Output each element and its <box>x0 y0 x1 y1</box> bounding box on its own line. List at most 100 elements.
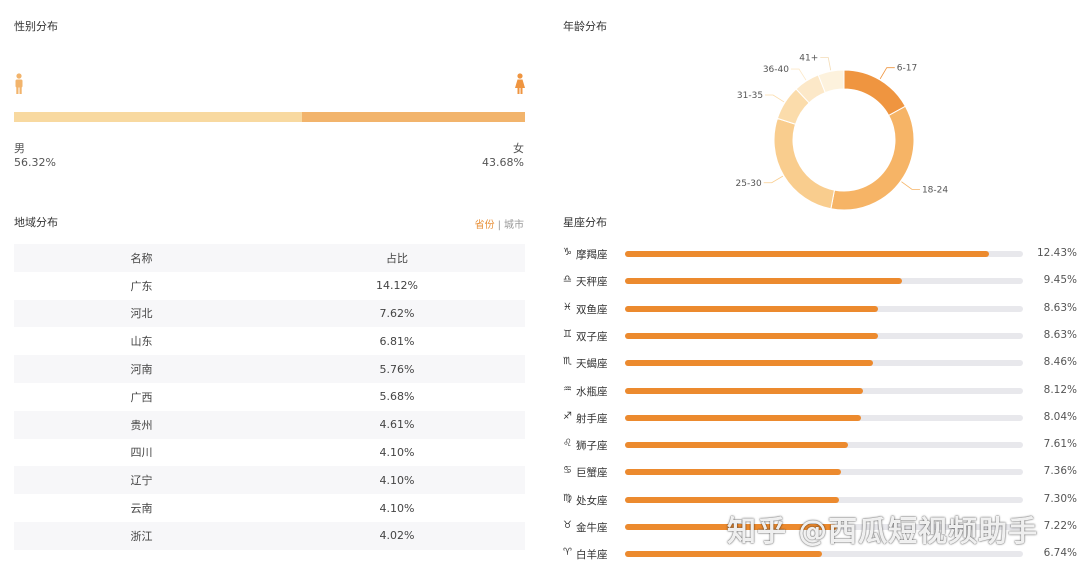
zodiac-sign-icon: ♑ <box>563 247 572 258</box>
province-name: 山东 <box>130 335 153 349</box>
age-donut-chart: 6-17 18-24 25-30 31-35 36-40 41+ <box>736 53 948 211</box>
age-slice-41+[interactable] <box>817 69 845 94</box>
zodiac-bar[interactable] <box>625 551 823 558</box>
table-row: 广西 5.68% <box>14 383 525 411</box>
zodiac-bar-track <box>625 414 1023 421</box>
zodiac-value-label: 9.45% <box>1043 274 1077 287</box>
province-name: 贵州 <box>130 418 153 432</box>
zodiac-bar[interactable] <box>625 496 839 503</box>
zodiac-row: ♐ 射手座 8.04% <box>563 408 1078 428</box>
zodiac-value-label: 7.22% <box>1043 520 1077 532</box>
zodiac-sign-icon: ♌ <box>563 438 572 450</box>
zodiac-sign-icon: ♐ <box>563 410 572 422</box>
province-name: 辽宁 <box>130 474 153 488</box>
age-leader-line <box>879 67 895 80</box>
zodiac-name: 双鱼座 <box>576 303 608 316</box>
female-share-bar <box>301 112 525 122</box>
gender-title: 性别分布 <box>14 20 58 33</box>
tab-province[interactable]: 省份 <box>474 220 495 231</box>
male-share-bar <box>14 112 302 122</box>
age-slice-18-24[interactable] <box>830 105 915 211</box>
age-leader-line <box>790 68 807 81</box>
age-slice-25-30[interactable] <box>773 117 836 210</box>
zodiac-value-label: 6.74% <box>1043 547 1077 560</box>
zodiac-bar-track <box>625 442 1023 449</box>
zodiac-bar[interactable] <box>625 360 873 367</box>
zodiac-name: 水瓶座 <box>576 385 608 398</box>
tab-separator: | <box>497 220 501 231</box>
male-label: 男 <box>14 142 25 155</box>
province-share: 5.76% <box>379 362 415 376</box>
zodiac-bar-track <box>625 305 1023 312</box>
zodiac-name: 金牛座 <box>576 522 608 534</box>
zodiac-value-label: 8.46% <box>1043 356 1077 369</box>
zodiac-bar[interactable] <box>625 469 841 476</box>
zodiac-bar-track <box>625 496 1023 503</box>
zodiac-value-label: 8.63% <box>1043 328 1077 341</box>
male-percent: 56.32% <box>14 156 56 169</box>
zodiac-bar[interactable] <box>625 442 848 449</box>
age-leader-line <box>820 57 832 71</box>
zodiac-sign-icon: ♏ <box>563 356 572 368</box>
age-label-6-17: 6-17 <box>897 64 917 74</box>
province-name: 河北 <box>130 307 153 321</box>
zodiac-bar[interactable] <box>625 332 878 339</box>
province-share: 6.81% <box>379 334 415 348</box>
zodiac-value-label: 8.12% <box>1043 383 1077 396</box>
table-row: 四川 4.10% <box>14 439 525 467</box>
zodiac-row: ♋ 巨蟹座 7.36% <box>563 462 1078 482</box>
age-slice-6-17[interactable] <box>843 69 907 117</box>
zodiac-sign-icon: ♋ <box>563 465 572 477</box>
table-row: 云南 4.10% <box>14 494 525 522</box>
zodiac-value-label: 12.43% <box>1036 247 1077 259</box>
zodiac-bar[interactable] <box>625 251 990 257</box>
zodiac-sign-icon: ♎ <box>563 274 572 286</box>
zodiac-row: ♉ 金牛座 7.22% <box>563 517 1078 537</box>
table-row: 河北 7.62% <box>14 299 525 328</box>
age-leader-line <box>763 175 784 184</box>
zodiac-name: 摩羯座 <box>576 249 608 261</box>
zodiac-bar[interactable] <box>625 524 837 530</box>
female-label: 女 <box>513 142 524 155</box>
table-row: 浙江 4.02% <box>14 521 525 550</box>
zodiac-bar-track <box>625 332 1023 339</box>
province-name: 浙江 <box>130 529 153 543</box>
province-name: 广西 <box>130 390 153 404</box>
zodiac-bar[interactable] <box>625 414 861 421</box>
zodiac-bar[interactable] <box>625 387 863 394</box>
age-leader-line <box>765 94 785 103</box>
zodiac-name: 双子座 <box>576 330 608 343</box>
zodiac-value-label: 7.36% <box>1043 465 1077 478</box>
province-share: 4.10% <box>379 473 415 487</box>
zodiac-bar[interactable] <box>625 278 902 285</box>
age-label-25-30: 25-30 <box>736 179 762 189</box>
zodiac-sign-icon: ♊ <box>563 328 572 340</box>
province-share: 4.61% <box>379 418 415 432</box>
zodiac-name: 天蝎座 <box>576 358 608 371</box>
zodiac-name: 白羊座 <box>576 549 608 562</box>
tab-city[interactable]: 城市 <box>504 220 524 231</box>
age-label-18-24: 18-24 <box>922 185 948 195</box>
region-table: 名称 占比 广东 14.12% 河北 7.62% 山东 6.81% 河南 5.76% 广… <box>14 244 525 550</box>
zodiac-sign-icon: ♒ <box>563 383 572 395</box>
watermark-text: 知乎 @西瓜短视频助手 <box>727 514 1039 548</box>
province-name: 四川 <box>130 446 153 460</box>
zodiac-row: ♈ 白羊座 6.74% <box>563 544 1078 564</box>
zodiac-bar[interactable] <box>625 305 878 312</box>
zodiac-title: 星座分布 <box>563 216 607 229</box>
province-share: 7.62% <box>379 306 415 320</box>
table-row: 辽宁 4.10% <box>14 466 525 495</box>
zodiac-name: 狮子座 <box>576 440 608 453</box>
table-header-row: 名称 占比 <box>14 244 525 272</box>
zodiac-name: 巨蟹座 <box>576 467 608 480</box>
age-label-31-35: 31-35 <box>737 91 763 101</box>
province-share: 4.02% <box>379 529 415 543</box>
zodiac-bar-track <box>625 251 1023 257</box>
age-label-36-40: 36-40 <box>763 65 789 75</box>
province-name: 广东 <box>130 279 153 293</box>
zodiac-sign-icon: ♉ <box>563 520 572 531</box>
zodiac-value-label: 8.63% <box>1043 301 1077 314</box>
zodiac-bar-track <box>625 360 1023 367</box>
zodiac-bar-track <box>625 551 1023 558</box>
zodiac-row: ♒ 水瓶座 8.12% <box>563 381 1078 401</box>
